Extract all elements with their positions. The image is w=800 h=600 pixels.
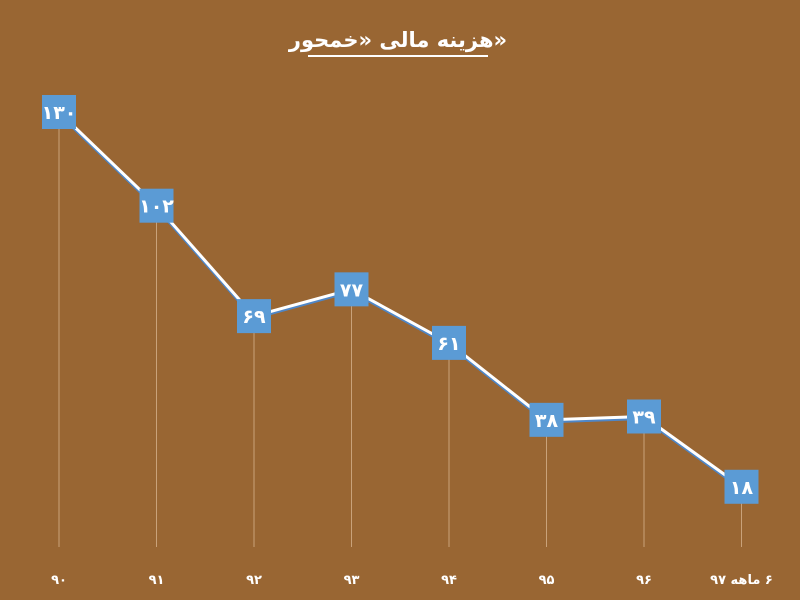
x-tick-label: ۹۴ (441, 573, 457, 588)
x-tick-label: ۹۳ (344, 573, 360, 588)
data-point: ۶۹ (237, 299, 271, 334)
x-axis-labels: ۹۰ ۹۱ ۹۲ ۹۳ ۹۴ ۹۵ ۹۶ ۶ ماهه ۹۷ (51, 573, 773, 588)
data-point: ۷۷ (334, 272, 369, 307)
data-marker (42, 95, 76, 129)
data-point: ۱۳۰ (42, 95, 77, 129)
data-marker (627, 399, 661, 434)
data-label: ۱۰۲ (139, 196, 174, 218)
data-marker (432, 325, 466, 360)
chart-title: هزینه مالی «خمحور» (288, 28, 507, 52)
data-point: ۶۱ (432, 325, 466, 360)
data-marker (334, 272, 369, 307)
data-point: ۳۹ (627, 399, 661, 434)
data-label: ۶۹ (242, 306, 266, 328)
x-tick-label: ۹۱ (149, 573, 165, 588)
data-marker (529, 402, 564, 437)
data-marker (139, 188, 174, 223)
drop-lines (58, 112, 742, 547)
data-label: ۶۱ (437, 333, 460, 355)
data-point: ۱۸ (724, 469, 759, 504)
data-label: ۱۸ (730, 477, 754, 499)
x-tick-label: ۹۵ (539, 573, 555, 588)
x-tick-label: ۹۶ (636, 573, 652, 588)
data-label: ۷۷ (340, 279, 364, 301)
data-label: ۳۸ (535, 410, 559, 432)
x-tick-label: ۹۲ (246, 573, 262, 588)
data-label: ۱۳۰ (42, 102, 77, 124)
data-point: ۱۰۲ (139, 188, 174, 223)
chart-title-group: هزینه مالی «خمحور» (288, 28, 507, 57)
data-point: ۳۸ (529, 402, 564, 437)
x-tick-label: ۶ ماهه ۹۷ (710, 573, 773, 588)
data-markers: ۱۳۰ ۱۰۲ ۶۹ ۷۷ ۶۱ ۳۸ ۳۹ ۱۸ (42, 95, 759, 504)
data-marker (237, 299, 271, 334)
x-tick-label: ۹۰ (51, 573, 67, 588)
data-label: ۳۹ (632, 407, 656, 429)
data-marker (724, 469, 759, 504)
